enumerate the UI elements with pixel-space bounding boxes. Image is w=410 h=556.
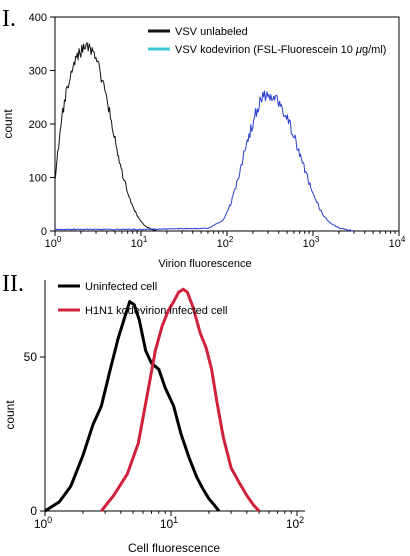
y-tick-label: 200 [29,119,47,131]
y-tick-label: 0 [30,504,37,518]
legend-label-part-1: VSV kodevirion (FSL-Fluorescein 10 [175,44,356,56]
legend-label-uninfected: Uninfected cell [85,281,157,293]
y-tick-label: 100 [29,173,47,185]
y-tick-label: 300 [29,66,47,78]
panel-ii: II. 100 101 102 0 50 count Cell fluorescence… [2,271,305,555]
legend-label-mu: μ [355,44,362,56]
panel-label-ii: II. [2,271,24,297]
y-axis-label-i: count [1,109,15,139]
series-line-2 [100,287,261,513]
series-line-1 [44,300,221,513]
legend-label-h1n1: H1N1 kodevirion infected cell [85,305,227,317]
legend-label-vsv-unlabeled: VSV unlabeled [175,26,248,38]
y-tick-label: 400 [29,12,47,24]
legend-i: VSV unlabeled VSV kodevirion (FSL-Fluore… [148,26,386,56]
y-axis-label-ii: count [3,400,17,430]
y-tick-label: 50 [24,350,38,364]
legend-label-vsv-kodevirion: VSV kodevirion (FSL-Fluorescein 10 μg/ml… [175,44,386,56]
x-axis-label-ii: Cell fluorescence [128,541,220,555]
x-tick-label: 102 [286,515,304,531]
x-tick-label: 101 [131,235,148,250]
x-tick-label: 104 [389,235,406,250]
series-lines-i [54,42,355,232]
y-tick-label: 0 [41,226,47,238]
x-tick-label: 100 [34,515,52,531]
legend-label-part-2: g/ml) [362,44,386,56]
x-tick-label: 101 [160,515,178,531]
x-tick-label: 102 [217,235,234,250]
panel-label-i: I. [2,6,16,32]
series-lines-ii [44,287,261,513]
x-tick-label: 103 [303,235,320,250]
x-tick-label: 100 [45,235,62,250]
axis-ticks-ii: 100 101 102 0 50 [24,350,305,531]
series-line-1 [54,42,159,232]
legend-ii: Uninfected cell H1N1 kodevirion infected… [58,281,227,317]
x-axis-label-i: Virion fluorescence [158,258,251,270]
series-line-2 [54,90,355,232]
